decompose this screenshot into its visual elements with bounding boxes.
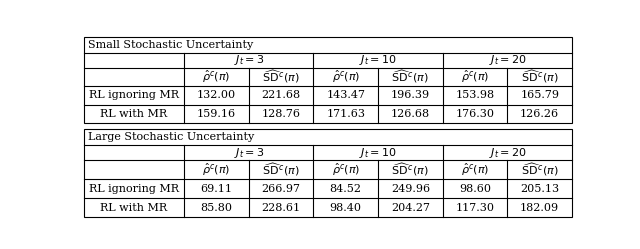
- Text: $\hat{\rho}^c(\pi)$: $\hat{\rho}^c(\pi)$: [202, 162, 230, 178]
- Text: Large Stochastic Uncertainty: Large Stochastic Uncertainty: [88, 132, 254, 142]
- Text: 249.96: 249.96: [391, 184, 430, 194]
- Text: 143.47: 143.47: [326, 90, 365, 101]
- Text: $\widehat{\mathrm{SD}}^{\,c}(\pi)$: $\widehat{\mathrm{SD}}^{\,c}(\pi)$: [521, 68, 559, 85]
- Text: $J_t = 10$: $J_t = 10$: [359, 53, 397, 67]
- Text: 126.26: 126.26: [520, 109, 559, 119]
- Text: RL ignoring MR: RL ignoring MR: [89, 90, 179, 101]
- Text: 196.39: 196.39: [391, 90, 430, 101]
- Text: $\hat{\rho}^c(\pi)$: $\hat{\rho}^c(\pi)$: [332, 69, 360, 85]
- Text: $\widehat{\mathrm{SD}}^{\,c}(\pi)$: $\widehat{\mathrm{SD}}^{\,c}(\pi)$: [391, 68, 429, 85]
- Text: $J_t = 20$: $J_t = 20$: [488, 146, 526, 160]
- Text: $\hat{\rho}^c(\pi)$: $\hat{\rho}^c(\pi)$: [202, 69, 230, 85]
- Text: RL with MR: RL with MR: [100, 202, 168, 213]
- Text: $\widehat{\mathrm{SD}}^{\,c}(\pi)$: $\widehat{\mathrm{SD}}^{\,c}(\pi)$: [521, 161, 559, 178]
- Text: 98.40: 98.40: [330, 202, 362, 213]
- Bar: [84, 37, 572, 123]
- Text: 153.98: 153.98: [456, 90, 495, 101]
- Text: 84.52: 84.52: [330, 184, 362, 194]
- Text: $\hat{\rho}^c(\pi)$: $\hat{\rho}^c(\pi)$: [461, 162, 489, 178]
- Text: 228.61: 228.61: [262, 202, 301, 213]
- Text: 159.16: 159.16: [196, 109, 236, 119]
- Text: 165.79: 165.79: [520, 90, 559, 101]
- Text: 126.68: 126.68: [391, 109, 430, 119]
- Text: $J_t = 3$: $J_t = 3$: [234, 146, 264, 160]
- Text: RL with MR: RL with MR: [100, 109, 168, 119]
- Text: $J_t = 3$: $J_t = 3$: [234, 53, 264, 67]
- Text: 132.00: 132.00: [196, 90, 236, 101]
- Text: RL ignoring MR: RL ignoring MR: [89, 184, 179, 194]
- Text: $\hat{\rho}^c(\pi)$: $\hat{\rho}^c(\pi)$: [461, 69, 489, 85]
- Text: 204.27: 204.27: [391, 202, 430, 213]
- Text: $\widehat{\mathrm{SD}}^{\,c}(\pi)$: $\widehat{\mathrm{SD}}^{\,c}(\pi)$: [262, 161, 300, 178]
- Text: 85.80: 85.80: [200, 202, 232, 213]
- Text: $\widehat{\mathrm{SD}}^{\,c}(\pi)$: $\widehat{\mathrm{SD}}^{\,c}(\pi)$: [262, 68, 300, 85]
- Text: $J_t = 20$: $J_t = 20$: [488, 53, 526, 67]
- Text: $\hat{\rho}^c(\pi)$: $\hat{\rho}^c(\pi)$: [332, 162, 360, 178]
- Text: 171.63: 171.63: [326, 109, 365, 119]
- Text: 128.76: 128.76: [262, 109, 301, 119]
- Text: 221.68: 221.68: [262, 90, 301, 101]
- Text: 117.30: 117.30: [456, 202, 495, 213]
- Text: $\widehat{\mathrm{SD}}^{\,c}(\pi)$: $\widehat{\mathrm{SD}}^{\,c}(\pi)$: [391, 161, 429, 178]
- Text: 205.13: 205.13: [520, 184, 559, 194]
- Text: 69.11: 69.11: [200, 184, 232, 194]
- Text: 182.09: 182.09: [520, 202, 559, 213]
- Text: 176.30: 176.30: [456, 109, 495, 119]
- Text: $J_t = 10$: $J_t = 10$: [359, 146, 397, 160]
- Text: 266.97: 266.97: [262, 184, 301, 194]
- Bar: [84, 129, 572, 217]
- Text: Small Stochastic Uncertainty: Small Stochastic Uncertainty: [88, 40, 253, 50]
- Text: 98.60: 98.60: [459, 184, 491, 194]
